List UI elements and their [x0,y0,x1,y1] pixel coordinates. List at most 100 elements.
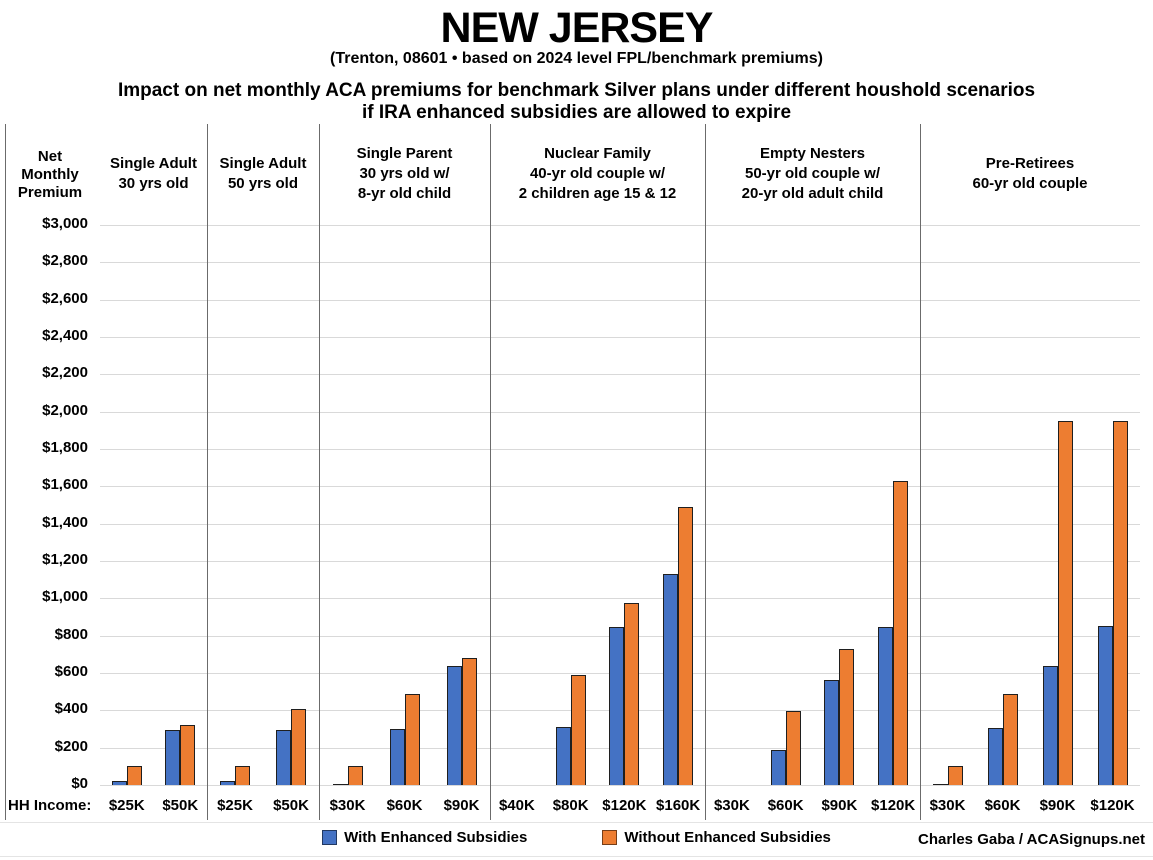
y-axis-tick-label: $1,800 [42,439,88,456]
bar-without-subsidies [678,506,694,785]
bar-with-subsidies [220,781,235,785]
bar-without-subsidies [347,766,363,785]
income-tick-label: $120K [1090,797,1135,814]
y-axis-tick-label: $2,400 [42,327,88,344]
panel-divider [5,124,6,820]
gridline [100,561,1140,562]
bar-with-subsidies [332,784,348,785]
bar-without-subsidies [291,709,306,785]
y-axis-tick-label: $0 [71,775,88,792]
income-tick-label: $50K [162,797,199,814]
gridline [100,523,1140,525]
panel-divider [490,124,491,820]
income-tick-label: $25K [108,797,145,814]
bar-without-subsidies [404,694,420,785]
gridline [100,411,1140,413]
y-axis-tick-label: $2,200 [42,364,88,382]
income-tick-label: $80K [552,797,589,814]
bar-with-subsidies [111,781,127,785]
x-axis-prefix-label: HH Income: [8,797,92,814]
panel-header: Nuclear Family 40-yr old couple w/ 2 chi… [518,145,677,202]
panel-divider [207,124,208,820]
y-axis-tick-label: $2,000 [42,401,88,419]
gridline [100,262,1140,264]
y-axis-title: Net Monthly Premium [17,148,83,201]
bar-without-subsidies [785,711,801,785]
y-axis-tick-label: $2,600 [42,289,88,307]
page-title: NEW JERSEY [440,4,714,52]
y-axis-tick-label: $400 [54,700,88,718]
bar-without-subsidies [235,766,250,785]
income-tick-label: $90K [1039,797,1076,814]
bar-with-subsidies [446,666,462,785]
income-tick-label: $50K [273,797,309,814]
income-tick-label: $90K [443,797,480,814]
bar-without-subsidies [839,648,855,785]
bar-with-subsidies [770,750,786,785]
legend-label-without-subsidies: Without Enhanced Subsidies [624,829,831,846]
y-axis-tick-label: $1,400 [42,513,88,531]
income-tick-label: $60K [767,797,804,814]
income-tick-label: $40K [498,797,535,814]
income-tick-label: $120K [871,797,916,814]
footer-divider-bottom [0,856,1153,857]
bar-with-subsidies [1042,666,1058,785]
panel-header: Single Adult 30 yrs old [110,155,197,192]
bar-without-subsidies [570,674,586,785]
bar-without-subsidies [947,766,963,785]
income-tick-label: $60K [984,797,1021,814]
bar-with-subsidies [824,679,840,785]
bar-with-subsidies [276,729,291,785]
bar-with-subsidies [987,728,1003,785]
income-tick-label: $90K [821,797,858,814]
footer-divider-top [0,822,1153,823]
y-axis-tick-label: $600 [54,663,88,680]
chart-description-line1: Impact on net monthly ACA premiums for b… [117,80,1036,101]
income-tick-label: $30K [329,797,366,814]
bar-without-subsidies [180,725,196,785]
y-axis-tick-label: $800 [54,625,88,643]
chart-legend: With Enhanced Subsidies Without Enhanced… [0,829,1153,846]
legend-item-with-subsidies: With Enhanced Subsidies [322,829,527,846]
bar-with-subsidies [389,729,405,785]
y-axis-tick-label: $1,600 [42,476,88,494]
legend-swatch-without-subsidies [602,830,618,845]
bar-without-subsidies [1057,421,1073,785]
bar-with-subsidies [165,729,181,785]
credit-text: Charles Gaba / ACASignups.net [918,831,1145,848]
bar-with-subsidies [932,784,948,785]
bar-with-subsidies [1097,626,1113,785]
gridline [100,225,1140,226]
panel-divider [705,124,706,820]
legend-label-with-subsidies: With Enhanced Subsidies [344,829,528,846]
legend-item-without-subsidies: Without Enhanced Subsidies [602,829,831,846]
gridline [100,785,1140,786]
bar-with-subsidies [663,574,679,785]
legend-swatch-with-subsidies [322,830,338,845]
income-tick-label: $160K [656,797,701,814]
y-axis-tick-label: $1,000 [42,588,88,606]
panel-header: Empty Nesters 50-yr old couple w/ 20-yr … [741,145,884,202]
gridline [100,449,1140,450]
income-tick-label: $60K [386,797,423,814]
chart-plot: Net Monthly Premium HH Income: $3,000 $2,… [0,122,1153,822]
y-axis-tick-label: $1,200 [42,551,88,568]
bar-without-subsidies [461,658,477,785]
bar-with-subsidies [609,627,625,785]
panel-divider [920,124,921,820]
income-tick-label: $120K [602,797,647,814]
bar-with-subsidies [555,727,571,785]
y-axis-tick-label: $200 [54,737,88,755]
panel-header: Single Adult 50 yrs old [219,155,307,192]
gridline [100,337,1140,338]
bar-with-subsidies [878,627,894,785]
chart-description: Impact on net monthly ACA premiums for b… [0,80,1153,124]
chart-description-line2: if IRA enhanced subsidies are allowed to… [361,102,792,123]
y-axis-tick-label: $3,000 [42,215,88,232]
bar-without-subsidies [1002,694,1018,785]
panel-header: Pre-Retirees 60-yr old couple [972,155,1088,192]
chart-subtitle: (Trenton, 08601 • based on 2024 level FP… [330,50,823,67]
panel-header: Single Parent 30 yrs old w/ 8-yr old chi… [356,145,453,202]
gridline [100,299,1140,301]
